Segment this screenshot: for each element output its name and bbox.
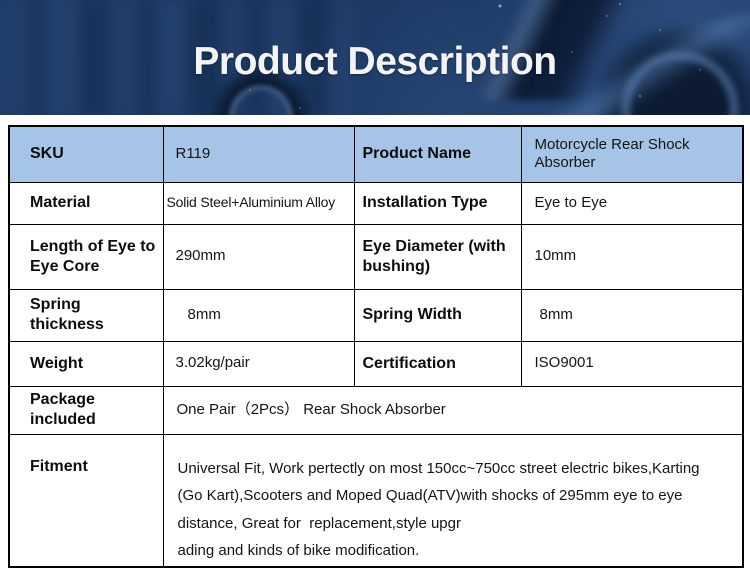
fitment-value: Universal Fit, Work pertectly on most 15…	[162, 433, 744, 567]
weight-value: 3.02kg/pair	[162, 340, 355, 387]
spring-width-value: 8mm	[520, 288, 744, 342]
eye-length-value: 290mm	[162, 223, 355, 290]
table-row-material: Material Solid Steel+Aluminium Alloy Ins…	[8, 181, 744, 225]
fitment-text-line-2: (Go Kart),Scooters and Moped Quad(ATV)wi…	[177, 487, 683, 504]
fitment-text-line-4: ading and kinds of bike modification.	[177, 542, 420, 559]
sku-value: R119	[162, 125, 355, 183]
product-description-banner: Product Description	[0, 0, 750, 115]
table-row-sku: SKU R119 Product Name Motorcycle Rear Sh…	[8, 125, 744, 183]
table-row-fitment: Fitment Universal Fit, Work pertectly on…	[8, 433, 744, 567]
table-row-length: Length of Eye to Eye Core 290mm Eye Diam…	[8, 223, 744, 290]
table-row-spring: Spring thickness 8mm Spring Width 8mm	[8, 288, 744, 342]
spring-thickness-value: 8mm	[162, 288, 355, 342]
eye-diameter-label: Eye Diameter (with bushing)	[353, 223, 522, 290]
fitment-text-line-3: distance, Great for replacement,style up…	[177, 514, 461, 532]
product-name-label: Product Name	[353, 125, 522, 183]
installation-type-label: Installation Type	[353, 181, 522, 225]
product-spec-table: SKU R119 Product Name Motorcycle Rear Sh…	[8, 125, 744, 568]
fitment-label: Fitment	[8, 433, 164, 567]
banner-title: Product Description	[193, 40, 557, 83]
eye-diameter-value: 10mm	[520, 223, 744, 290]
package-included-value: One Pair（2Pcs） Rear Shock Absorber	[162, 385, 744, 435]
table-row-package: Package included One Pair（2Pcs） Rear Sho…	[8, 385, 744, 435]
installation-type-value: Eye to Eye	[520, 181, 744, 225]
fitment-text-line-1: Universal Fit, Work pertectly on most 15…	[177, 459, 700, 477]
material-label: Material	[8, 181, 164, 225]
weight-label: Weight	[8, 340, 164, 387]
spring-width-label: Spring Width	[353, 288, 522, 342]
package-included-label: Package included	[8, 385, 164, 435]
material-value: Solid Steel+Aluminium Alloy	[162, 181, 355, 225]
sku-label: SKU	[8, 125, 164, 183]
certification-value: ISO9001	[520, 340, 744, 387]
product-name-value: Motorcycle Rear Shock Absorber	[520, 125, 744, 183]
banner-water-droplets-decoration	[0, 0, 750, 115]
spring-thickness-label: Spring thickness	[8, 288, 164, 342]
certification-label: Certification	[353, 340, 522, 387]
table-row-weight: Weight 3.02kg/pair Certification ISO9001	[8, 340, 744, 387]
eye-length-label: Length of Eye to Eye Core	[8, 223, 164, 290]
